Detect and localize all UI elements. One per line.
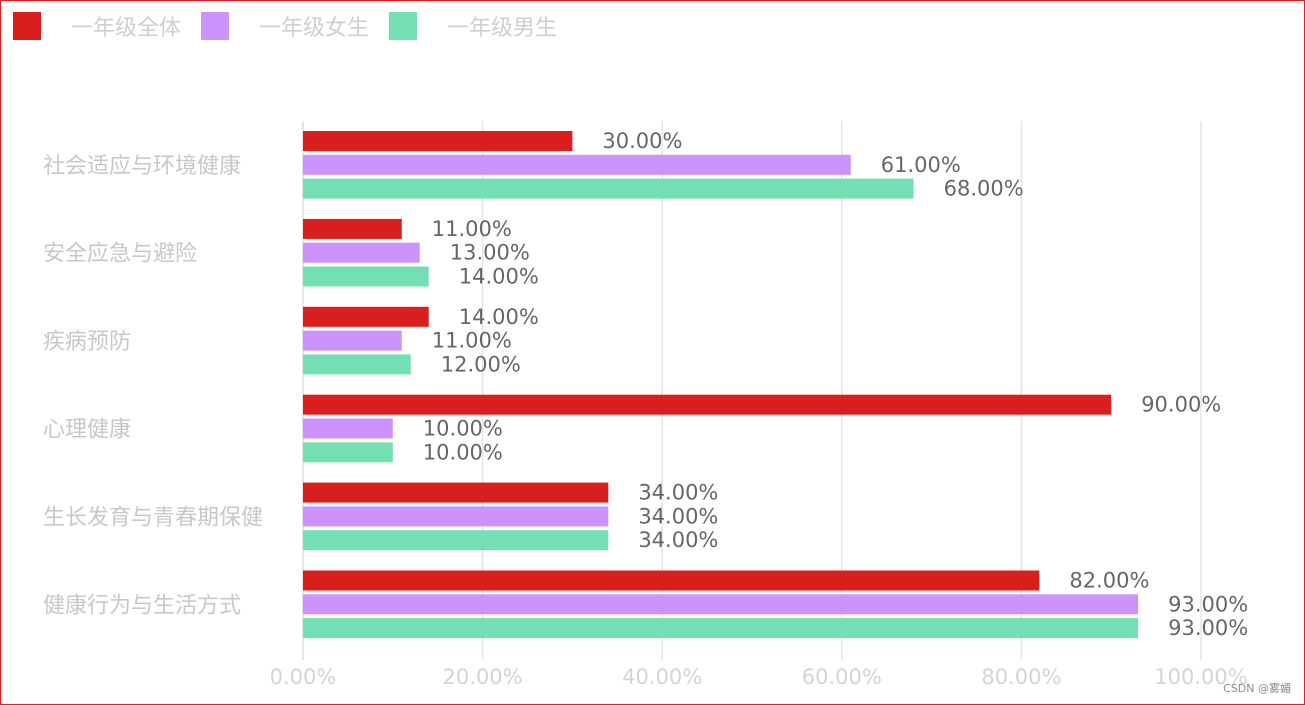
bar[interactable] <box>303 154 851 175</box>
bar[interactable] <box>303 394 1112 415</box>
data-label: 10.00% <box>423 417 503 441</box>
legend-swatch <box>13 12 41 40</box>
bar[interactable] <box>303 482 609 503</box>
data-label: 12.00% <box>441 352 521 376</box>
legend-label: 一年级女生 <box>259 16 370 41</box>
bar[interactable] <box>303 266 429 287</box>
data-label: 82.00% <box>1069 569 1149 593</box>
legend-item-series-0[interactable]: 一年级全体 <box>13 10 181 42</box>
data-label: 34.00% <box>638 504 718 528</box>
legend-label: 一年级男生 <box>447 16 558 41</box>
bar[interactable] <box>303 418 393 439</box>
legend-swatch <box>389 12 418 40</box>
legend-label: 一年级全体 <box>71 16 182 41</box>
bar[interactable] <box>303 354 411 375</box>
data-label: 11.00% <box>432 217 512 241</box>
bar[interactable] <box>303 506 609 527</box>
data-label: 61.00% <box>881 153 961 177</box>
category-label: 疾病预防 <box>43 330 131 355</box>
data-label: 30.00% <box>602 129 682 153</box>
data-label: 34.00% <box>638 528 718 552</box>
category-label: 心理健康 <box>43 418 131 443</box>
bar[interactable] <box>303 218 402 239</box>
legend-item-series-1[interactable]: 一年级女生 <box>201 10 369 42</box>
legend-swatch <box>201 12 230 40</box>
bar[interactable] <box>303 570 1040 591</box>
bar[interactable] <box>303 330 402 351</box>
bar[interactable] <box>303 442 393 463</box>
x-tick-label: 100.00% <box>1154 665 1247 689</box>
bar[interactable] <box>303 618 1139 639</box>
x-tick-label: 20.00% <box>443 665 523 689</box>
x-tick-label: 40.00% <box>622 665 702 689</box>
watermark: CSDN @雾媚 <box>1223 682 1291 695</box>
data-label: 90.00% <box>1141 393 1221 417</box>
data-label: 14.00% <box>459 265 539 289</box>
category-label: 生长发育与青春期保健 <box>43 505 263 530</box>
data-label: 14.00% <box>459 305 539 329</box>
bar[interactable] <box>303 131 573 151</box>
x-tick-label: 60.00% <box>802 665 882 689</box>
data-label: 34.00% <box>638 481 718 505</box>
category-label: 安全应急与避险 <box>43 242 197 267</box>
legend-item-series-2[interactable]: 一年级男生 <box>389 10 557 42</box>
bar[interactable] <box>303 306 429 327</box>
bar[interactable] <box>303 530 609 551</box>
data-label: 10.00% <box>423 440 503 464</box>
data-label: 68.00% <box>944 177 1024 201</box>
legend: 一年级全体 一年级女生 一年级男生 <box>13 10 577 42</box>
data-label: 93.00% <box>1168 592 1248 616</box>
data-label: 13.00% <box>450 241 530 265</box>
data-label: 11.00% <box>432 329 512 353</box>
x-tick-label: 80.00% <box>981 665 1061 689</box>
x-tick-label: 0.00% <box>270 665 337 689</box>
bar[interactable] <box>303 178 914 199</box>
data-label: 93.00% <box>1168 616 1248 640</box>
bar[interactable] <box>303 242 420 263</box>
category-label: 健康行为与生活方式 <box>43 593 241 618</box>
bar[interactable] <box>303 594 1139 615</box>
category-label: 社会适应与环境健康 <box>43 154 241 179</box>
